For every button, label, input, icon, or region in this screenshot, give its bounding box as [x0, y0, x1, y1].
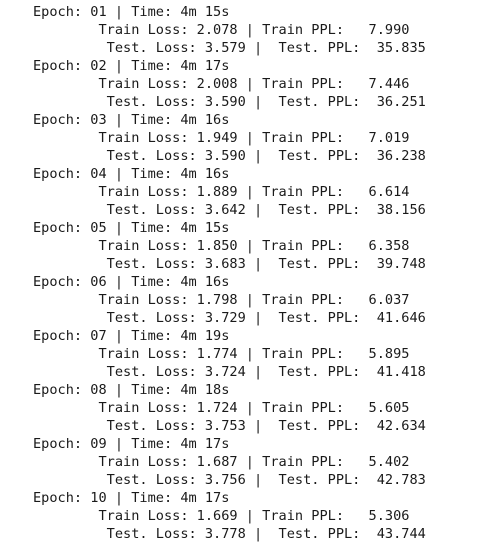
epoch-header-line: Epoch: 10 | Time: 4m 17s	[33, 490, 230, 506]
train-metrics-line: Train Loss: 1.850 | Train PPL: 6.358	[33, 238, 410, 254]
epoch-header-line: Epoch: 08 | Time: 4m 18s	[33, 382, 230, 398]
test-metrics-line: Test. Loss: 3.579 | Test. PPL: 35.835	[33, 40, 426, 56]
train-metrics-line: Train Loss: 1.889 | Train PPL: 6.614	[33, 184, 410, 200]
epoch-header-line: Epoch: 06 | Time: 4m 16s	[33, 274, 230, 290]
test-metrics-line: Test. Loss: 3.642 | Test. PPL: 38.156	[33, 202, 426, 218]
epoch-header-line: Epoch: 09 | Time: 4m 17s	[33, 436, 230, 452]
train-metrics-line: Train Loss: 2.008 | Train PPL: 7.446	[33, 76, 410, 92]
train-metrics-line: Train Loss: 1.687 | Train PPL: 5.402	[33, 454, 410, 470]
train-metrics-line: Train Loss: 1.798 | Train PPL: 6.037	[33, 292, 410, 308]
test-metrics-line: Test. Loss: 3.729 | Test. PPL: 41.646	[33, 310, 426, 326]
epoch-header-line: Epoch: 07 | Time: 4m 19s	[33, 328, 230, 344]
test-metrics-line: Test. Loss: 3.724 | Test. PPL: 41.418	[33, 364, 426, 380]
test-metrics-line: Test. Loss: 3.753 | Test. PPL: 42.634	[33, 418, 426, 434]
test-metrics-line: Test. Loss: 3.590 | Test. PPL: 36.238	[33, 148, 426, 164]
epoch-header-line: Epoch: 04 | Time: 4m 16s	[33, 166, 230, 182]
train-metrics-line: Train Loss: 1.949 | Train PPL: 7.019	[33, 130, 410, 146]
epoch-header-line: Epoch: 02 | Time: 4m 17s	[33, 58, 230, 74]
epoch-header-line: Epoch: 05 | Time: 4m 15s	[33, 220, 230, 236]
test-metrics-line: Test. Loss: 3.756 | Test. PPL: 42.783	[33, 472, 426, 488]
test-metrics-line: Test. Loss: 3.778 | Test. PPL: 43.744	[33, 526, 426, 542]
train-metrics-line: Train Loss: 1.774 | Train PPL: 5.895	[33, 346, 410, 362]
train-metrics-line: Train Loss: 1.669 | Train PPL: 5.306	[33, 508, 410, 524]
test-metrics-line: Test. Loss: 3.590 | Test. PPL: 36.251	[33, 94, 426, 110]
test-metrics-line: Test. Loss: 3.683 | Test. PPL: 39.748	[33, 256, 426, 272]
train-metrics-line: Train Loss: 2.078 | Train PPL: 7.990	[33, 22, 410, 38]
train-metrics-line: Train Loss: 1.724 | Train PPL: 5.605	[33, 400, 410, 416]
epoch-header-line: Epoch: 03 | Time: 4m 16s	[33, 112, 230, 128]
epoch-header-line: Epoch: 01 | Time: 4m 15s	[33, 4, 230, 20]
